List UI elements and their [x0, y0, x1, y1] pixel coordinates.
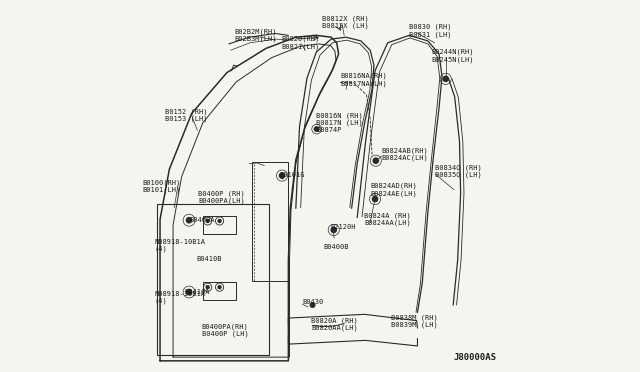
Circle shape — [314, 126, 319, 132]
Text: B0244N(RH)
B0245N(LH): B0244N(RH) B0245N(LH) — [431, 49, 474, 63]
Circle shape — [278, 172, 285, 179]
Bar — [203, 216, 236, 234]
Text: B0816NA(RH)
B0817NA(LH): B0816NA(RH) B0817NA(LH) — [340, 73, 387, 87]
Text: B0824A (RH)
B0824AA(LH): B0824A (RH) B0824AA(LH) — [364, 212, 411, 227]
Text: B0152 (RH)
B0153 (LH): B0152 (RH) B0153 (LH) — [164, 108, 207, 122]
Text: B0812X (RH)
B0813X (LH): B0812X (RH) B0813X (LH) — [322, 15, 369, 29]
Circle shape — [218, 219, 221, 222]
Text: B0820(RH)
B0821(LH): B0820(RH) B0821(LH) — [281, 36, 319, 50]
Text: B0824AD(RH)
B0824AE(LH): B0824AD(RH) B0824AE(LH) — [370, 183, 417, 197]
Text: B0824AB(RH)
B0824AC(LH): B0824AB(RH) B0824AC(LH) — [381, 147, 428, 161]
Text: B0410B: B0410B — [196, 256, 221, 262]
Circle shape — [186, 289, 193, 295]
Text: B2120H: B2120H — [330, 224, 356, 230]
Text: J80000AS: J80000AS — [454, 353, 497, 362]
Bar — [252, 162, 287, 281]
Text: B0834Q (RH)
B0835Q (LH): B0834Q (RH) B0835Q (LH) — [435, 164, 482, 178]
Text: B02B2M(RH)
B02B3M(LH): B02B2M(RH) B02B3M(LH) — [234, 28, 277, 42]
Text: B0410A: B0410A — [184, 289, 210, 295]
Text: B0816N (RH)
B0817N (LH)
B0874P: B0816N (RH) B0817N (LH) B0874P — [316, 112, 363, 133]
Text: N08918-10B1A
(4): N08918-10B1A (4) — [154, 291, 205, 304]
Circle shape — [218, 286, 221, 289]
Circle shape — [206, 286, 209, 289]
Text: B0400PA(RH)
B0400P (LH): B0400PA(RH) B0400P (LH) — [202, 323, 248, 337]
Text: B0430: B0430 — [303, 299, 324, 305]
Bar — [157, 204, 269, 355]
Circle shape — [206, 219, 209, 222]
Circle shape — [372, 196, 378, 202]
Text: B0820A (RH)
B0820AA(LH): B0820A (RH) B0820AA(LH) — [312, 317, 358, 331]
Text: B0400B: B0400B — [324, 244, 349, 250]
Circle shape — [186, 217, 193, 224]
Circle shape — [372, 157, 379, 164]
Text: B0400A: B0400A — [189, 217, 214, 223]
Text: B0838M (RH)
B0839M (LH): B0838M (RH) B0839M (LH) — [390, 314, 437, 328]
Bar — [203, 282, 236, 300]
Circle shape — [310, 302, 316, 308]
Text: B0100(RH)
B0101(LH): B0100(RH) B0101(LH) — [142, 179, 180, 193]
Circle shape — [442, 76, 449, 82]
Text: N08918-10B1A
(4): N08918-10B1A (4) — [154, 239, 205, 252]
Text: B0101G: B0101G — [279, 172, 305, 178]
Text: B0830 (RH)
B0831 (LH): B0830 (RH) B0831 (LH) — [410, 23, 452, 38]
Circle shape — [330, 227, 337, 233]
Text: B0400P (RH)
B0400PA(LH): B0400P (RH) B0400PA(LH) — [198, 190, 244, 204]
